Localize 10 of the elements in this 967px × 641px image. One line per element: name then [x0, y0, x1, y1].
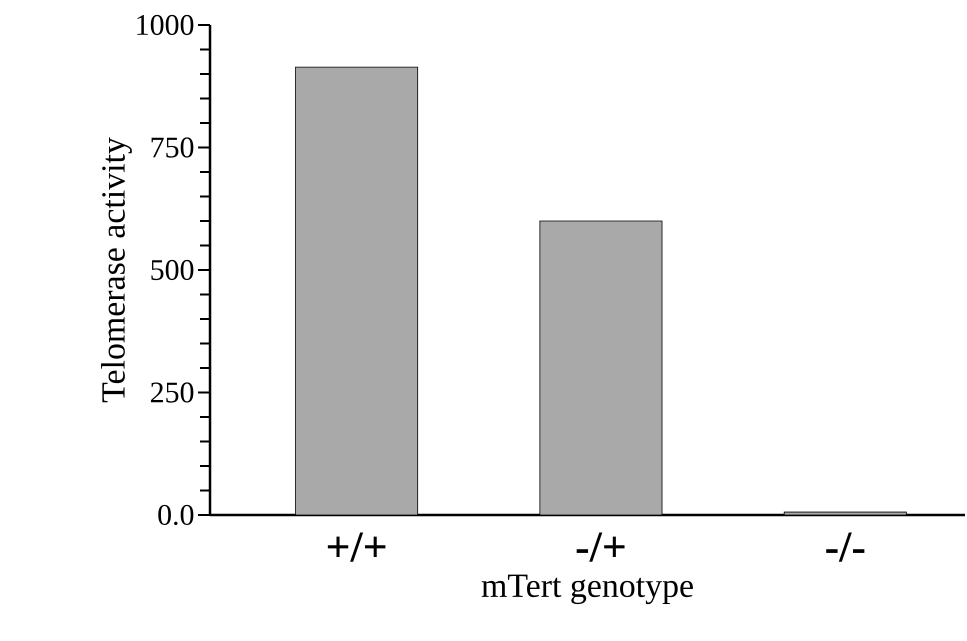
y-tick-label: 500	[151, 260, 194, 280]
x-tick-label: +/+	[328, 532, 386, 562]
x-axis-title: mTert genotype	[482, 574, 693, 604]
y-tick-label: 750	[152, 137, 194, 158]
y-axis-title: Telomerase activity	[101, 137, 132, 402]
x-tick-label: -/-	[826, 532, 864, 562]
y-tick-label: 250	[150, 382, 194, 403]
y-tick-label: 1000	[137, 14, 194, 36]
x-tick-label: -/+	[576, 532, 625, 562]
y-tick-label: 0.0	[158, 504, 194, 526]
